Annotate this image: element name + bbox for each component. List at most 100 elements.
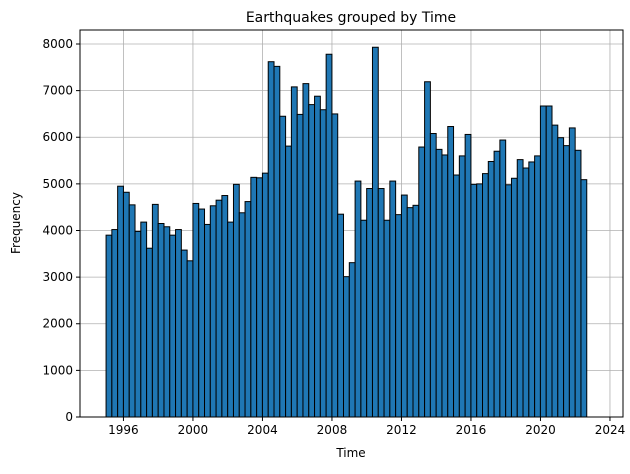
histogram-bar [117, 185, 124, 418]
y-tick-label: 5000 [42, 177, 73, 191]
y-tick-label: 2000 [42, 317, 73, 331]
x-tick-label: 2012 [386, 423, 417, 437]
histogram-bar [157, 223, 165, 418]
histogram-bar [232, 183, 240, 418]
histogram-bar [383, 219, 391, 418]
histogram-bar [429, 133, 437, 418]
y-tick-label: 1000 [42, 363, 73, 377]
histogram-bar [441, 154, 449, 418]
histogram-bar [482, 173, 489, 418]
histogram-bar [348, 262, 356, 418]
histogram-bar [209, 205, 217, 418]
x-tick-label: 2000 [178, 423, 209, 437]
histogram-bar [545, 105, 553, 418]
histogram-bar [250, 176, 258, 418]
histogram-bar [487, 160, 495, 418]
histogram-bar [221, 195, 229, 418]
histogram-bar [395, 214, 402, 418]
histogram-bar [273, 65, 281, 418]
x-tick-label: 2004 [247, 423, 278, 437]
x-tick-label: 2020 [525, 423, 556, 437]
y-tick-label: 8000 [42, 37, 73, 51]
histogram-bar [493, 150, 501, 418]
histogram-bar [308, 104, 316, 418]
histogram-bar [285, 145, 292, 418]
histogram-bar [163, 226, 171, 418]
histogram-bar [331, 113, 339, 418]
histogram-bar [128, 204, 136, 418]
histogram-bar [528, 161, 536, 418]
histogram-bar [499, 139, 507, 418]
histogram-bar [389, 180, 397, 418]
histogram-bar [256, 177, 263, 418]
histogram-bar [406, 207, 414, 418]
histogram-bar [122, 191, 130, 418]
x-tick-label: 2016 [456, 423, 487, 437]
y-axis-label: Frequency [9, 192, 23, 254]
histogram-bar [325, 53, 333, 418]
histogram-bar [169, 234, 177, 418]
x-tick-label: 2008 [317, 423, 348, 437]
histogram-bar [354, 180, 362, 418]
histogram-bar [302, 83, 310, 418]
histogram-bar [377, 188, 385, 418]
y-tick-label: 6000 [42, 130, 73, 144]
histogram-bar [580, 179, 588, 418]
axis-ticks: 1996 2000 2004 2008 2012 2016 2020 2024 0 1000 200… [42, 37, 625, 437]
histogram-bar [337, 213, 345, 418]
histogram-bar [215, 199, 223, 418]
histogram-bar [470, 183, 478, 418]
histogram-bar [296, 113, 304, 418]
y-tick-label: 4000 [42, 223, 73, 237]
histogram-bar [424, 81, 431, 418]
histogram-bar [366, 188, 373, 418]
chart-title: Earthquakes grouped by Time [246, 10, 456, 26]
histogram-bar [261, 172, 269, 418]
histogram-bar [458, 155, 466, 418]
histogram-bar [314, 95, 321, 418]
histogram-bar [447, 126, 455, 418]
histogram-bar [290, 86, 298, 418]
histogram-bar [412, 204, 420, 418]
x-tick-label: 1996 [108, 423, 139, 437]
histogram-bar [522, 167, 530, 418]
histogram-bar [551, 124, 559, 418]
histogram-bar [343, 276, 350, 418]
x-axis-label: Time [335, 446, 365, 460]
histogram-bar [539, 105, 547, 418]
histogram-bar [435, 148, 443, 418]
plot-frame [79, 29, 624, 418]
histogram-bar [534, 155, 541, 418]
histogram-bar [505, 184, 512, 418]
histogram-bar [453, 174, 460, 418]
histogram-bar [186, 260, 194, 418]
histogram-bar [574, 149, 582, 418]
histogram-bar [192, 202, 200, 418]
histogram-bar [175, 229, 182, 418]
histogram-bar [238, 212, 246, 418]
histogram-bar [180, 249, 188, 418]
histogram-bar [140, 221, 148, 418]
histogram-bar [204, 223, 211, 418]
y-tick-label: 7000 [42, 84, 73, 98]
histogram-bar [319, 109, 327, 418]
histogram-bar [476, 183, 484, 418]
histogram-bar [563, 145, 570, 418]
histogram-bar [464, 133, 472, 418]
histogram-bar [400, 194, 408, 418]
histogram-bar [198, 208, 206, 418]
histogram-bar [279, 115, 287, 418]
histogram-bar [151, 203, 159, 418]
histogram-bar [111, 229, 119, 418]
histogram-bar [360, 219, 368, 418]
bars [105, 46, 588, 418]
histogram-bar [105, 234, 113, 418]
histogram-bar [516, 159, 524, 418]
histogram-bar [557, 137, 565, 418]
histogram-bar [146, 247, 153, 418]
histogram-bar [134, 230, 142, 418]
histogram-bar [510, 177, 518, 418]
histogram-bar [418, 146, 426, 418]
